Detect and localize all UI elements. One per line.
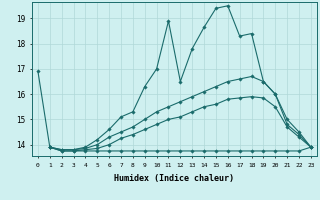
X-axis label: Humidex (Indice chaleur): Humidex (Indice chaleur) — [115, 174, 234, 183]
